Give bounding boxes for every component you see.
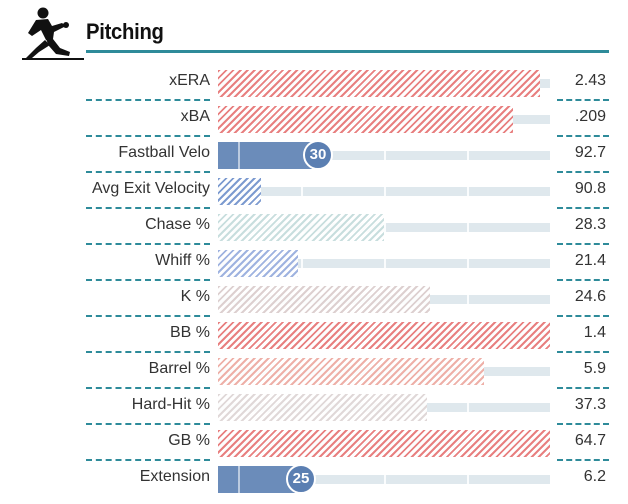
percentile-track <box>218 187 550 196</box>
pitcher-icon <box>22 7 84 60</box>
stat-row: BB % 1.4 <box>0 316 628 353</box>
stat-value: 90.8 <box>574 180 606 197</box>
header-divider <box>86 50 609 53</box>
stat-row: xBA .209 <box>0 100 628 137</box>
row-divider <box>557 279 609 281</box>
row-divider <box>557 315 609 317</box>
row-divider <box>86 351 210 353</box>
row-divider <box>86 315 210 317</box>
percentile-bar <box>218 250 298 277</box>
percentile-bar <box>218 178 261 205</box>
percentile-bar <box>218 70 540 97</box>
percentile-bar <box>218 286 430 313</box>
percentile-bar <box>218 358 484 385</box>
stat-value: 24.6 <box>574 288 606 305</box>
stat-label: GB % <box>168 432 210 449</box>
row-divider <box>557 351 609 353</box>
row-divider <box>557 243 609 245</box>
percentile-track <box>218 259 550 268</box>
row-divider <box>557 135 609 137</box>
stat-label: xERA <box>169 72 210 89</box>
stat-row: Barrel % 5.9 <box>0 352 628 389</box>
row-divider <box>86 207 210 209</box>
row-divider <box>86 387 210 389</box>
stat-label: K % <box>180 288 210 305</box>
row-divider <box>86 99 210 101</box>
stat-value: .209 <box>574 108 606 125</box>
stat-value: 5.9 <box>583 360 606 377</box>
row-divider <box>557 171 609 173</box>
row-divider <box>86 459 210 461</box>
stat-row: Chase % 28.3 <box>0 208 628 245</box>
stat-label: Extension <box>139 468 210 485</box>
stat-row: xERA 2.43 <box>0 64 628 101</box>
stat-value: 6.2 <box>583 468 606 485</box>
percentile-bar <box>218 142 318 169</box>
stat-value: 28.3 <box>574 216 606 233</box>
stat-label: Hard-Hit % <box>131 396 210 413</box>
stat-label: BB % <box>169 324 210 341</box>
row-divider <box>557 207 609 209</box>
row-divider <box>557 99 609 101</box>
stat-label: Avg Exit Velocity <box>92 180 210 197</box>
stat-value: 2.43 <box>574 72 606 89</box>
stat-label: Whiff % <box>155 252 210 269</box>
section-header: Pitching <box>0 0 628 60</box>
row-divider <box>86 423 210 425</box>
stat-value: 1.4 <box>583 324 606 341</box>
stat-value: 92.7 <box>574 144 606 161</box>
row-divider <box>557 459 609 461</box>
stat-row: Extension 25 6.2 <box>0 460 628 496</box>
percentile-bar <box>218 106 513 133</box>
percentile-badge: 30 <box>303 140 333 170</box>
row-divider <box>557 387 609 389</box>
percentile-bar <box>218 394 427 421</box>
row-divider <box>86 135 210 137</box>
row-divider <box>557 423 609 425</box>
stat-row: Whiff % 21.4 <box>0 244 628 281</box>
row-divider <box>86 171 210 173</box>
stat-value: 64.7 <box>574 432 606 449</box>
stat-row: Fastball Velo 30 92.7 <box>0 136 628 173</box>
stat-value: 37.3 <box>574 396 606 413</box>
stat-row: Hard-Hit % 37.3 <box>0 388 628 425</box>
stat-row: Avg Exit Velocity 90.8 <box>0 172 628 209</box>
stat-value: 21.4 <box>574 252 606 269</box>
percentile-bar <box>218 430 550 457</box>
stat-label: xBA <box>180 108 210 125</box>
percentile-badge: 25 <box>286 464 316 494</box>
stat-row: GB % 64.7 <box>0 424 628 461</box>
row-divider <box>86 243 210 245</box>
stat-label: Barrel % <box>148 360 210 377</box>
row-divider <box>86 279 210 281</box>
stat-label: Fastball Velo <box>118 144 210 161</box>
percentile-bar <box>218 322 550 349</box>
stat-label: Chase % <box>145 216 210 233</box>
stat-row: K % 24.6 <box>0 280 628 317</box>
page-title: Pitching <box>86 19 164 44</box>
percentile-bar <box>218 214 384 241</box>
